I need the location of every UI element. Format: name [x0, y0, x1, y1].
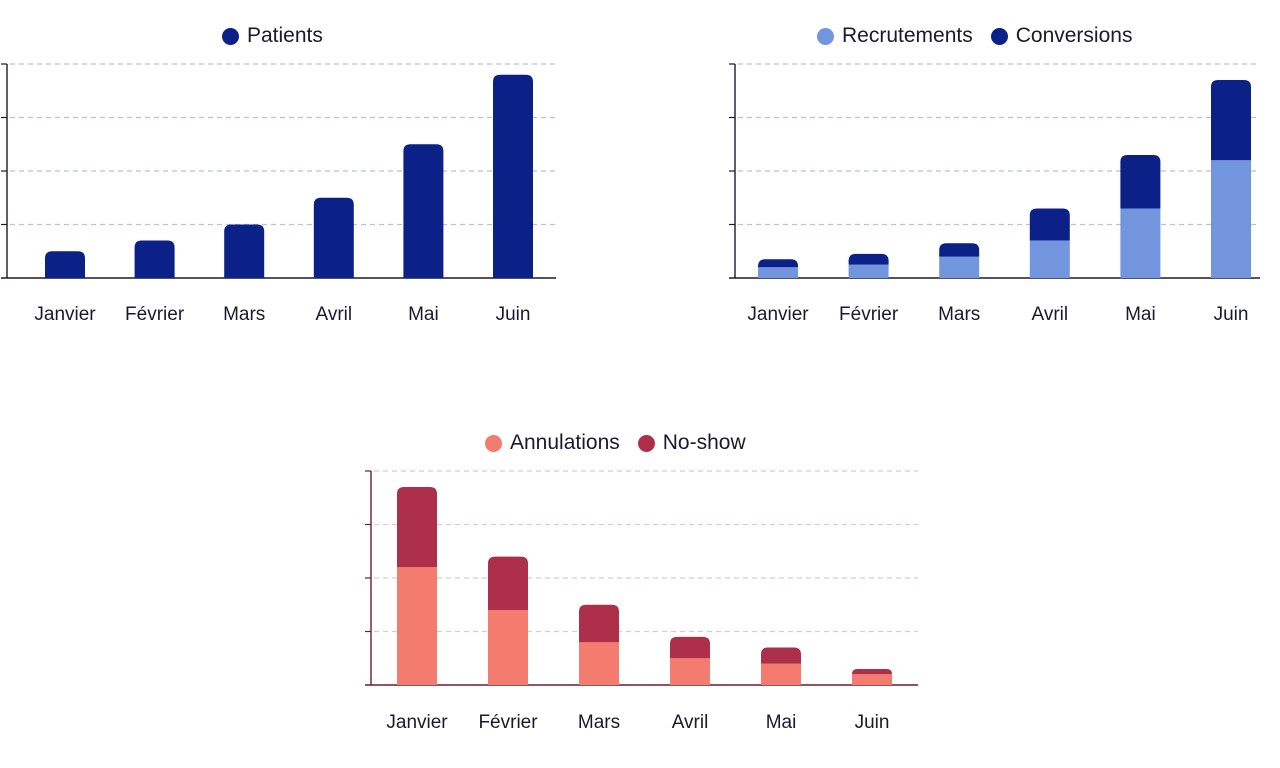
legend-dot-icon — [817, 27, 834, 45]
bar-patients-mars[interactable] — [224, 224, 265, 279]
bar-conversions-janvier[interactable] — [758, 259, 798, 268]
annulations-bar-chart: Janvier Février Mars Avril Mai Juin — [365, 470, 918, 733]
bar-no-show-f-vrier[interactable] — [488, 556, 528, 611]
legend-dot-icon — [222, 27, 239, 45]
legend-item-recrutements[interactable]: Recrutements — [817, 24, 973, 48]
x-tick-label: Janvier — [386, 712, 448, 733]
bar-patients-mai[interactable] — [403, 144, 444, 278]
bar-no-show-avril[interactable] — [670, 636, 710, 659]
x-tick-label: Mars — [938, 304, 980, 325]
bar-no-show-mai[interactable] — [761, 647, 801, 664]
x-tick-label: Juin — [855, 712, 890, 733]
bar-recrutements-juin[interactable] — [1211, 160, 1251, 278]
legend-label: Patients — [247, 24, 323, 47]
bar-patients-avril[interactable] — [313, 197, 354, 278]
bar-patients-f-vrier[interactable] — [134, 240, 175, 278]
legend-item-conversions[interactable]: Conversions — [990, 24, 1133, 48]
annulations-chart-panel: Annulations No-show Janvier Février Mars Av… — [340, 408, 940, 748]
bar-conversions-f-vrier[interactable] — [848, 253, 889, 265]
legend-dot-icon — [485, 434, 502, 452]
bar-annulations-mars[interactable] — [579, 642, 619, 685]
legend-item-annulations[interactable]: Annulations — [485, 431, 620, 455]
bar-conversions-avril[interactable] — [1029, 208, 1070, 241]
x-tick-label: Avril — [1031, 304, 1068, 325]
legend-label: Conversions — [1015, 24, 1133, 47]
bar-recrutements-mai[interactable] — [1120, 208, 1161, 278]
legend-label: No-show — [662, 431, 746, 454]
recrutements-legend: Recrutements Conversions — [817, 24, 1132, 48]
legend-dot-icon — [637, 434, 655, 452]
x-tick-label: Janvier — [34, 304, 96, 325]
bar-annulations-juin[interactable] — [852, 674, 892, 685]
legend-label: Recrutements — [842, 24, 973, 47]
legend-item-patients[interactable]: Patients — [222, 24, 323, 48]
x-tick-label: Mai — [1125, 304, 1156, 325]
patients-bar-chart: Janvier Février Mars Avril Mai Juin — [1, 63, 556, 325]
bar-annulations-avril[interactable] — [670, 658, 710, 685]
bar-recrutements-f-vrier[interactable] — [848, 264, 889, 278]
x-tick-label: Février — [125, 304, 185, 325]
legend-item-no-show[interactable]: No-show — [637, 431, 746, 455]
x-tick-label: Janvier — [747, 304, 809, 325]
bar-conversions-mai[interactable] — [1120, 154, 1161, 209]
bar-recrutements-janvier[interactable] — [758, 267, 798, 278]
bar-annulations-mai[interactable] — [761, 663, 801, 685]
bar-patients-janvier[interactable] — [45, 251, 85, 278]
bar-no-show-mars[interactable] — [579, 604, 619, 643]
x-tick-label: Mars — [223, 304, 265, 325]
bar-conversions-juin[interactable] — [1211, 80, 1251, 161]
bar-no-show-janvier[interactable] — [397, 487, 437, 568]
x-tick-label: Février — [478, 712, 538, 733]
annulations-legend: Annulations No-show — [485, 431, 746, 455]
legend-dot-icon — [990, 27, 1008, 45]
bar-annulations-janvier[interactable] — [397, 567, 437, 685]
recrutements-bar-chart: Janvier Février Mars Avril Mai Juin — [729, 63, 1260, 325]
bar-patients-juin[interactable] — [493, 74, 533, 278]
x-tick-label: Mai — [408, 304, 439, 325]
x-tick-label: Avril — [315, 304, 352, 325]
bar-recrutements-avril[interactable] — [1029, 240, 1070, 278]
bar-conversions-mars[interactable] — [939, 243, 980, 257]
bar-recrutements-mars[interactable] — [939, 256, 980, 278]
x-tick-label: Juin — [1214, 304, 1249, 325]
bar-no-show-juin[interactable] — [852, 668, 892, 675]
x-tick-label: Juin — [496, 304, 531, 325]
bar-annulations-f-vrier[interactable] — [488, 610, 528, 685]
recrutements-chart-panel: Recrutements Conversions Janvier Février M… — [700, 0, 1280, 340]
x-tick-label: Février — [839, 304, 899, 325]
x-tick-label: Avril — [672, 712, 709, 733]
legend-label: Annulations — [510, 431, 620, 454]
patients-chart-panel: Patients Janvier Février Mars Avril Mai Juin — [0, 0, 580, 340]
patients-legend: Patients — [222, 24, 323, 48]
x-tick-label: Mai — [766, 712, 797, 733]
x-tick-label: Mars — [578, 712, 620, 733]
